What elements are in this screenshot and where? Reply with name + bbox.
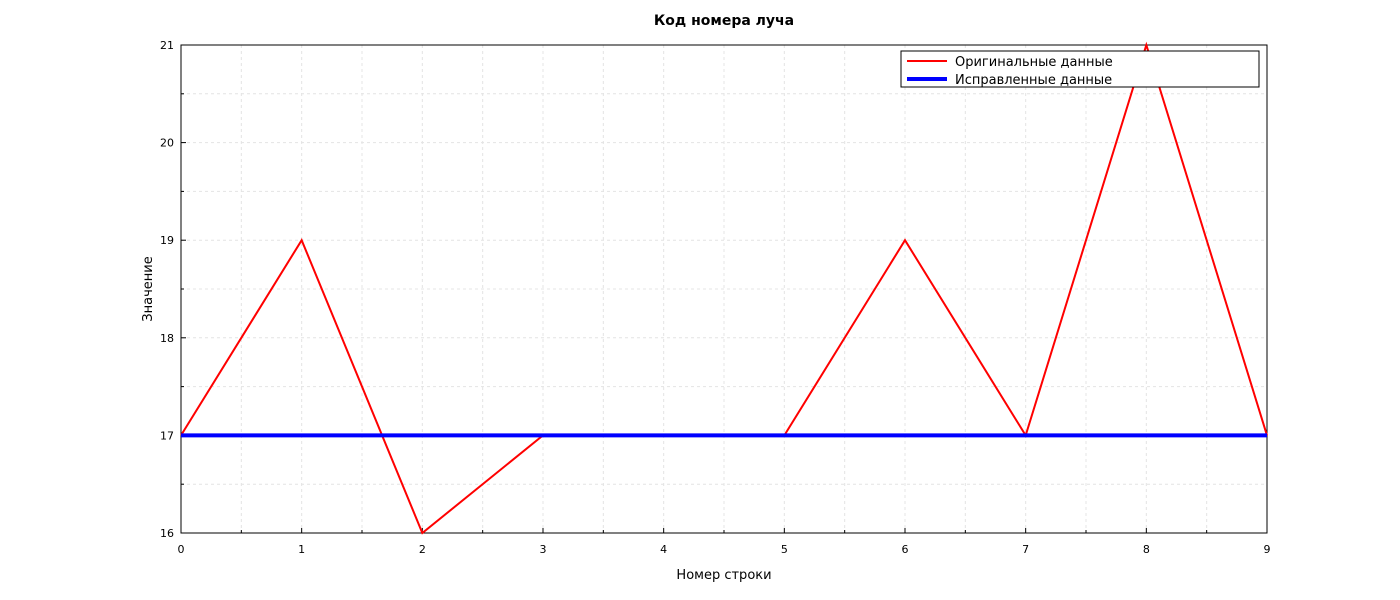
x-axis-label: Номер строки	[676, 568, 771, 583]
x-tick-label: 4	[660, 543, 667, 556]
x-tick-label: 2	[419, 543, 426, 556]
series-lines	[180, 41, 1268, 535]
y-tick-label: 19	[160, 234, 174, 247]
y-tick-label: 16	[160, 527, 174, 540]
legend-label-corrected: Исправленные данные	[955, 73, 1112, 88]
legend: Оригинальные данные Исправленные данные	[900, 50, 1260, 88]
legend-box	[900, 50, 1260, 88]
legend-label-original: Оригинальные данные	[955, 55, 1113, 70]
chart-title: Код номера луча	[654, 13, 794, 29]
x-tick-label: 6	[902, 543, 909, 556]
y-tick-label: 18	[160, 332, 174, 345]
y-axis-label: Значение	[141, 256, 156, 321]
y-tick-label: 20	[160, 137, 174, 150]
x-tick-label: 5	[781, 543, 788, 556]
grid	[180, 44, 1268, 534]
y-tick-label: 17	[160, 429, 174, 442]
y-tick-label: 21	[160, 39, 174, 52]
x-tick-label: 3	[540, 543, 547, 556]
x-tick-label: 0	[178, 543, 185, 556]
x-tick-label: 8	[1143, 543, 1150, 556]
axis-ticks: 0 1 2 3 4 5 6 7 8 9 16 17 18 19 20 21	[160, 39, 1271, 556]
x-tick-label: 1	[298, 543, 305, 556]
x-tick-label: 7	[1022, 543, 1029, 556]
x-tick-label: 9	[1264, 543, 1271, 556]
